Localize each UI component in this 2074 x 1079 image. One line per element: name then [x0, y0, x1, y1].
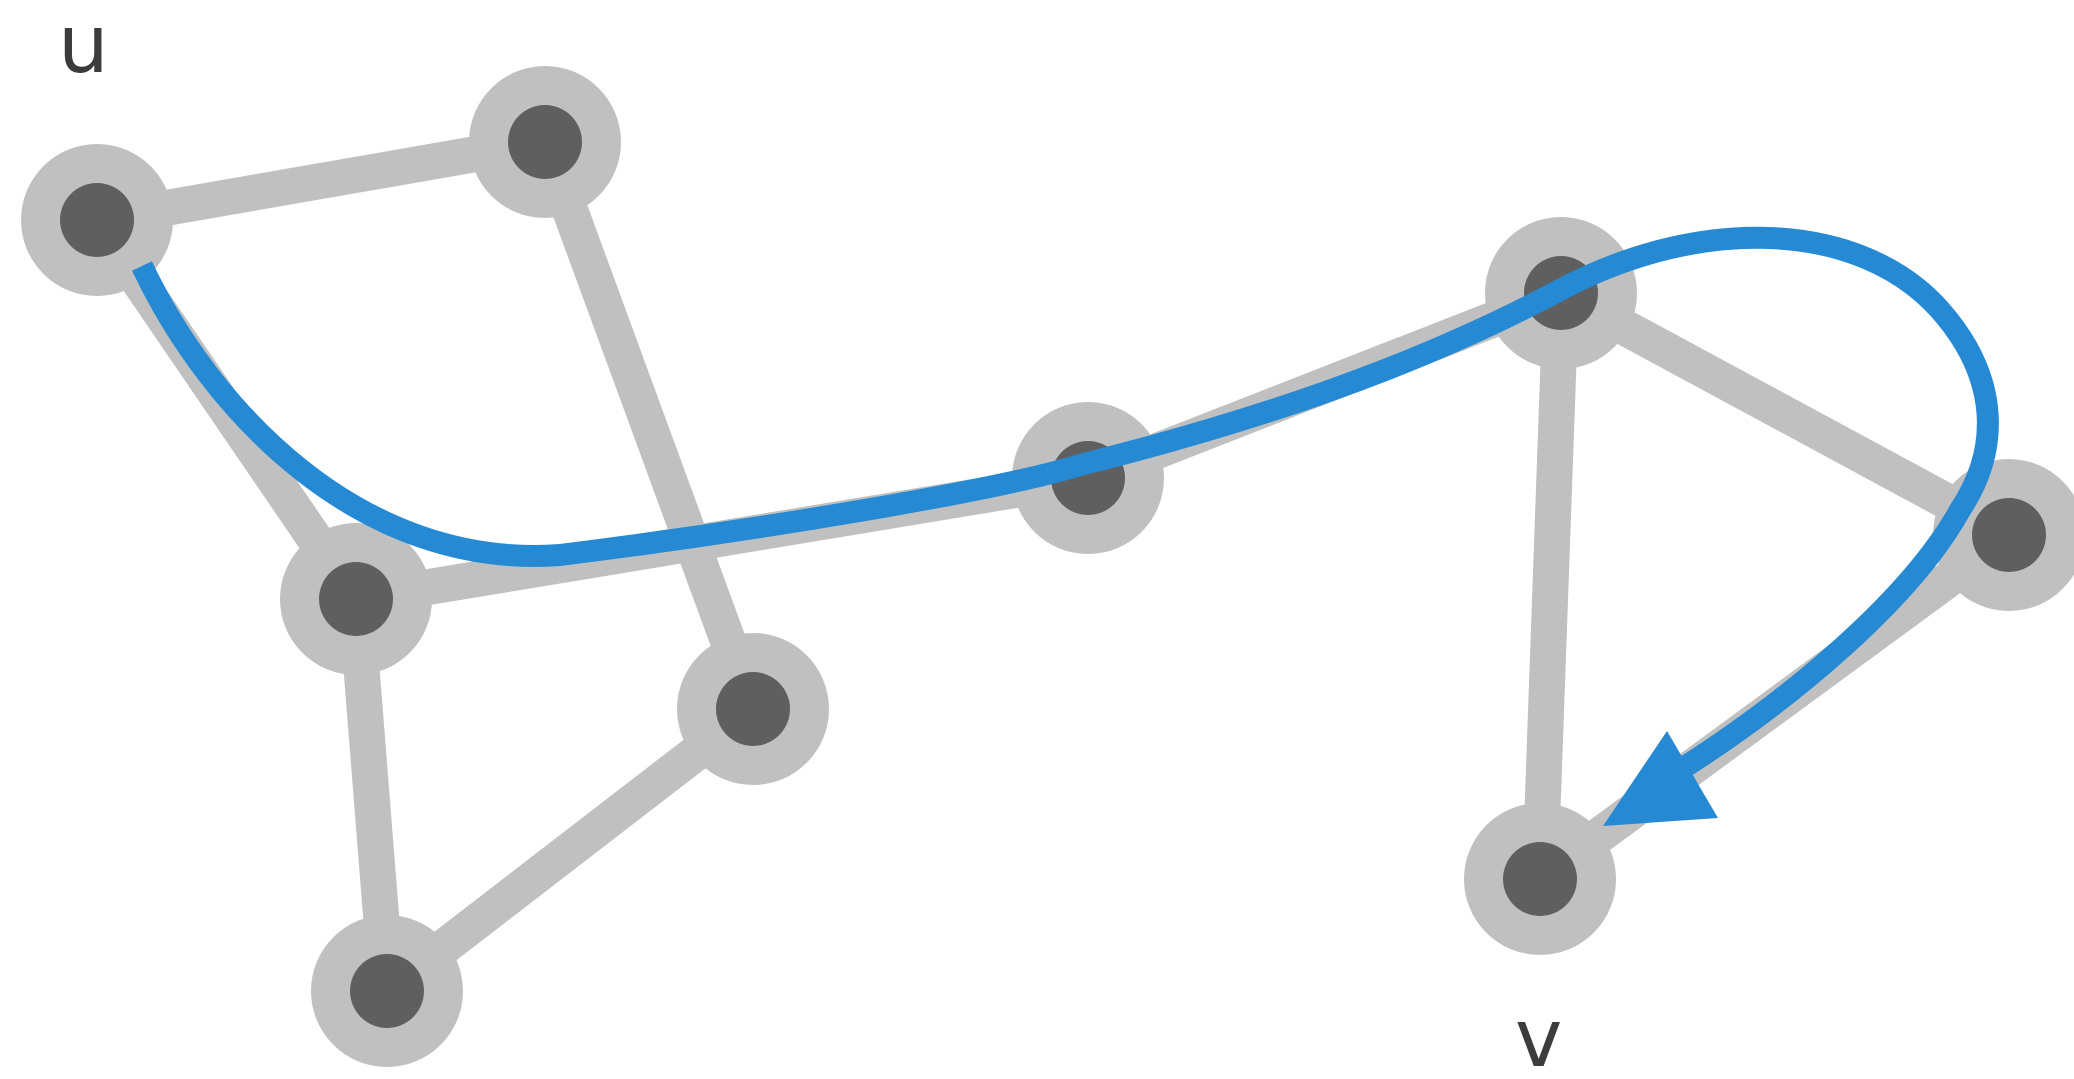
path-curve	[132, 226, 1999, 780]
edge-n2-n5	[528, 135, 770, 716]
node-n2	[469, 66, 621, 218]
node-core	[508, 105, 582, 179]
node-label-u: u	[58, 0, 109, 91]
node-core	[60, 183, 134, 257]
node-v	[1464, 803, 1616, 955]
node-core	[1503, 842, 1577, 916]
highlighted-path	[132, 226, 1999, 826]
node-label-v: v	[1515, 992, 1562, 1079]
node-core	[716, 672, 790, 746]
nodes-layer	[21, 66, 2074, 1067]
edge-n7-n8	[1552, 277, 2018, 551]
path-arrowhead	[1603, 731, 1718, 826]
node-core	[1972, 498, 2046, 572]
node-core	[319, 562, 393, 636]
node-n4	[311, 915, 463, 1067]
labels-layer: u v	[58, 0, 1562, 1079]
edge-n4-n5	[376, 694, 764, 1006]
node-n3	[280, 523, 432, 675]
node-core	[350, 954, 424, 1028]
node-u	[21, 144, 173, 296]
node-n5	[677, 633, 829, 785]
edge-n7-v	[1522, 292, 1579, 880]
